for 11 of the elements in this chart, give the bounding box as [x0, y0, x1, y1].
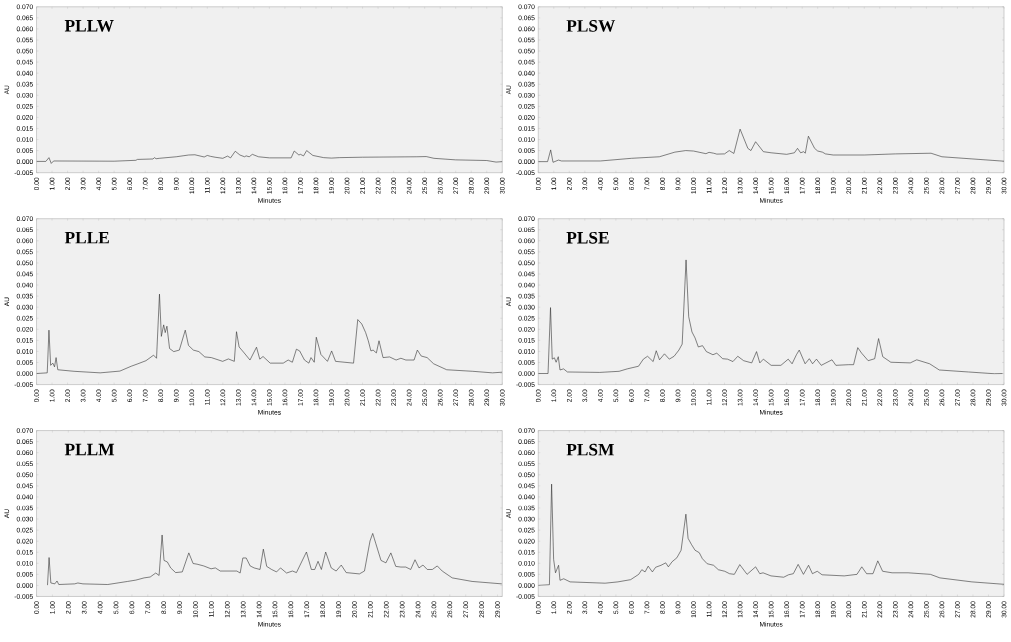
- line-series: [538, 128, 1005, 163]
- text: PLLW: [64, 19, 114, 32]
- line-series: [538, 259, 1003, 374]
- text: PLSW: [566, 19, 616, 32]
- text: PLSM: [566, 443, 614, 456]
- text: PLLM: [64, 443, 115, 455]
- text: PLSE: [566, 231, 609, 244]
- line-series: [36, 293, 503, 374]
- line-series: [47, 532, 503, 586]
- text: PLLE: [64, 231, 109, 244]
- line-series: [36, 150, 503, 164]
